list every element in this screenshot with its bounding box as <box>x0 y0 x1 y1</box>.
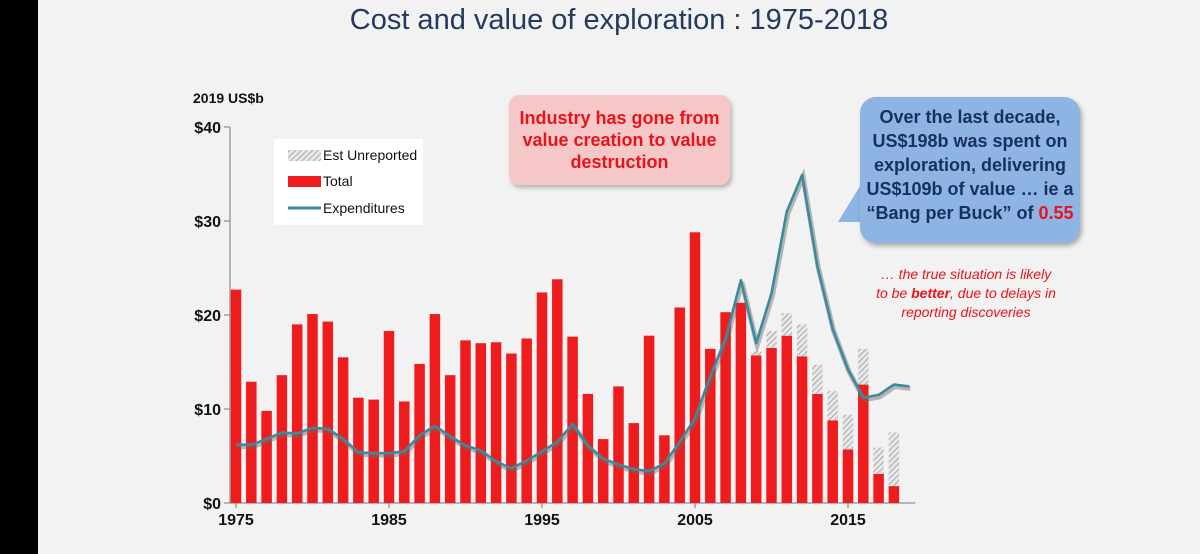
left-border <box>0 0 38 554</box>
bar-unreported <box>888 432 900 487</box>
note-prefix: … the true situation is likely to be <box>876 266 1052 301</box>
x-tick-label: 1985 <box>371 512 407 529</box>
callout-bang-per-buck-text: Over the last decade, US$198b was spent … <box>866 107 1074 223</box>
y-tick-label: $40 <box>194 120 221 137</box>
legend-swatch-total <box>288 176 321 187</box>
axes: $0 $10 $20 $30 $40 1975 1985 1995 2005 2015 <box>194 120 916 529</box>
bar-total <box>735 302 747 503</box>
bar-total <box>827 420 838 503</box>
bar-total <box>246 381 257 503</box>
bar-total <box>230 289 242 503</box>
bar-total <box>552 279 563 503</box>
bar-total <box>383 330 395 503</box>
bar-total <box>368 399 379 503</box>
bar-total <box>888 486 900 503</box>
bar-total <box>307 314 318 503</box>
reporting-delay-note: … the true situation is likely to be bet… <box>876 265 1056 322</box>
x-tick-label: 1995 <box>524 512 560 529</box>
y-tick-label: $30 <box>194 214 221 231</box>
bar-total <box>659 435 670 503</box>
bar-total <box>567 336 578 503</box>
bar-total <box>582 393 594 503</box>
bar-total <box>322 321 334 503</box>
legend-swatch-unreported <box>288 150 321 161</box>
bar-total <box>261 410 272 503</box>
y-tick-label: $10 <box>194 402 221 419</box>
bar-total <box>781 335 793 503</box>
note-suffix: , due to delays in reporting discoveries <box>901 285 1056 320</box>
bar-total <box>337 357 349 503</box>
slide: Cost and value of exploration : 1975-201… <box>38 0 1200 554</box>
bar-total <box>291 324 303 503</box>
bar-unreported <box>766 330 777 348</box>
y-tick-label: $20 <box>194 308 221 325</box>
bar-total <box>429 314 441 503</box>
x-tick-label: 1975 <box>218 512 254 529</box>
callout-value-destruction: Industry has gone from value creation to… <box>509 95 730 185</box>
bar-unreported <box>796 324 808 357</box>
bar-total <box>536 292 548 503</box>
bar-total <box>628 423 640 503</box>
expenditure-line <box>236 167 911 476</box>
bar-total <box>750 355 762 503</box>
y-axis-unit-label: 2019 US$b <box>193 90 264 106</box>
bar-total <box>460 340 471 503</box>
bar-total <box>643 335 655 503</box>
chart-title: Cost and value of exploration : 1975-201… <box>349 4 889 36</box>
chart-svg: $0 $10 $20 $30 $40 1975 1985 1995 2005 2015 Est U… <box>194 120 916 529</box>
legend-label-unreported: Est Unreported <box>323 147 417 163</box>
bar-total <box>796 356 808 503</box>
bar-total <box>597 439 609 503</box>
callout-bang-per-buck: Over the last decade, US$198b was spent … <box>860 97 1080 243</box>
bar-unreported <box>750 351 762 356</box>
legend: Est Unreported Total Expenditures <box>274 139 423 225</box>
bar-total <box>414 363 425 503</box>
y-tick-label: $0 <box>203 496 221 513</box>
bar-total <box>674 307 685 503</box>
bar-total <box>766 347 777 503</box>
bar-total <box>812 393 823 503</box>
bar-total <box>873 473 884 503</box>
bar-unreported <box>842 414 854 450</box>
bar-unreported <box>858 348 869 385</box>
bar-unreported <box>827 391 838 421</box>
legend-label-expenditures: Expenditures <box>323 200 405 216</box>
bar-unreported <box>812 364 823 394</box>
bar-unreported <box>873 447 884 474</box>
bar-total <box>689 232 701 503</box>
callout-pointer <box>838 186 860 222</box>
bars <box>230 232 900 503</box>
bar-total <box>490 342 502 503</box>
x-tick-label: 2015 <box>830 512 866 529</box>
bar-total <box>276 375 288 503</box>
bar-total <box>521 338 532 503</box>
legend-label-total: Total <box>323 173 353 189</box>
x-tick-label: 2005 <box>677 512 713 529</box>
bang-per-buck-value: 0.55 <box>1038 203 1074 223</box>
bar-total <box>444 375 456 503</box>
expenditure-line-path <box>236 173 910 473</box>
bar-total <box>720 312 731 503</box>
bar-total <box>613 386 624 503</box>
bar-total <box>353 397 364 503</box>
note-emphasis: better <box>911 285 951 301</box>
bar-unreported <box>781 313 793 336</box>
callout-value-destruction-text: Industry has gone from value creation to… <box>519 108 720 172</box>
bar-total <box>705 348 716 503</box>
bar-total <box>475 343 487 503</box>
bar-total <box>506 353 517 503</box>
bar-total <box>842 449 854 503</box>
bar-total <box>858 384 869 503</box>
